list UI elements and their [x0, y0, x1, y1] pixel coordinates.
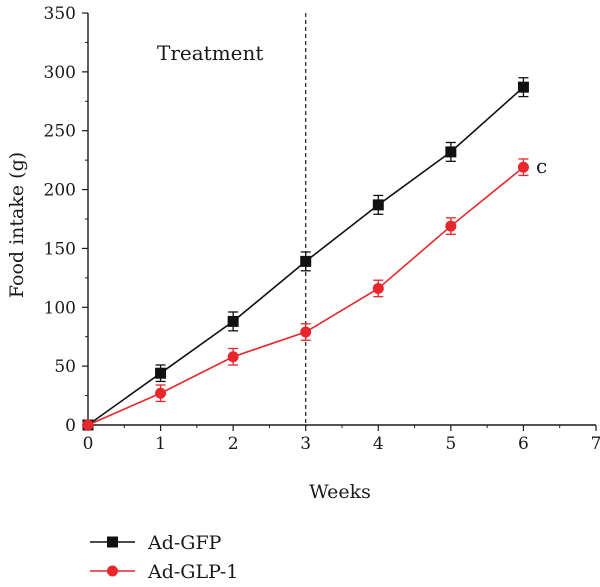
data-point	[517, 81, 529, 93]
x-tick-label: 3	[300, 434, 311, 454]
legend: Ad-GFP Ad-GLP-1	[90, 532, 238, 583]
legend-marker	[107, 565, 118, 577]
series-ad-gfp	[82, 77, 529, 431]
data-point	[155, 387, 167, 399]
treatment-label: Treatment	[157, 41, 263, 65]
x-tick-label: 2	[228, 434, 239, 454]
legend-item-ad-gfp: Ad-GFP	[90, 532, 222, 554]
y-tick-label: 250	[44, 122, 76, 142]
x-tick-label: 1	[155, 434, 166, 454]
axes: 0 1 2 3 4 5 6 7 0 50 100 150 200 250 300 350 Weeks Food i…	[6, 4, 600, 503]
data-point	[445, 146, 457, 158]
data-point	[227, 315, 239, 327]
data-point	[300, 326, 312, 338]
x-axis-title: Weeks	[309, 481, 371, 503]
legend-marker	[107, 536, 118, 548]
legend-label: Ad-GFP	[147, 532, 222, 554]
y-tick-label: 200	[44, 181, 76, 201]
x-tick-label: 6	[518, 434, 529, 454]
y-tick-label: 50	[54, 357, 76, 377]
x-tick-label: 4	[373, 434, 384, 454]
x-tick-label: 0	[83, 434, 94, 454]
legend-item-ad-glp-1: Ad-GLP-1	[90, 561, 238, 583]
y-axis-title: Food intake (g)	[6, 152, 28, 298]
y-tick-label: 150	[44, 239, 76, 259]
data-point	[517, 161, 529, 173]
y-tick-label: 300	[44, 63, 76, 83]
x-tick-label: 7	[591, 434, 600, 454]
data-point	[372, 199, 384, 211]
data-point	[227, 351, 239, 363]
data-point	[300, 255, 312, 267]
significance-label: c	[536, 154, 547, 178]
data-point	[372, 282, 384, 294]
y-tick-label: 100	[44, 298, 76, 318]
legend-label: Ad-GLP-1	[147, 561, 238, 583]
annotations: Treatment c	[157, 41, 547, 178]
data-point	[445, 220, 457, 232]
y-tick-label: 0	[65, 416, 76, 436]
data-point	[155, 367, 167, 379]
x-tick-label: 5	[445, 434, 456, 454]
data-point	[82, 419, 94, 431]
series-layer	[82, 77, 529, 431]
y-tick-label: 350	[44, 4, 76, 24]
series-ad-glp-1	[82, 158, 529, 431]
